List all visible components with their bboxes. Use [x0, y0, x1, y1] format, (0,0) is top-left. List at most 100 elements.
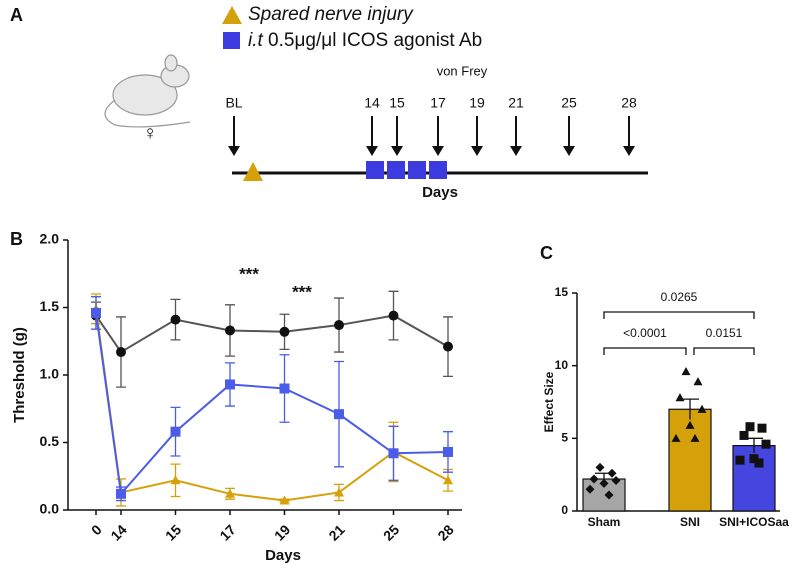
significance: ***	[292, 282, 312, 301]
x-tick-label: 14	[107, 521, 129, 543]
x-tick-label: 25	[380, 521, 402, 543]
x-tick-label: Sham	[588, 515, 621, 529]
marker	[279, 383, 290, 394]
x-tick-label: 19	[271, 521, 293, 543]
marker	[170, 426, 181, 437]
marker	[685, 420, 695, 429]
marker	[279, 326, 290, 337]
marker	[585, 484, 595, 494]
x-axis-title: Days	[265, 547, 301, 564]
marker	[671, 433, 681, 442]
y-tick-label: 1.5	[40, 298, 60, 314]
timepoint-label: 17	[430, 95, 446, 111]
measure-label: von Frey	[437, 63, 488, 78]
marker	[690, 433, 700, 442]
arrow-head	[563, 146, 575, 156]
panel-label: C	[540, 243, 553, 263]
error-bar	[681, 398, 699, 420]
marker	[675, 393, 685, 402]
legend-symbol	[222, 6, 242, 24]
timeline-axis-label: Days	[422, 184, 458, 201]
y-tick-label: 0.5	[40, 433, 60, 449]
marker	[611, 475, 621, 485]
legend-text: 0.5μg/μl ICOS agonist Ab	[263, 30, 482, 51]
sex-symbol: ♀	[143, 122, 158, 144]
arrow-head	[432, 146, 444, 156]
marker	[697, 404, 707, 413]
marker	[116, 347, 126, 358]
arrow-head	[471, 146, 483, 156]
y-tick-label: 0	[561, 503, 568, 517]
injury-marker	[243, 162, 263, 181]
legend-text: Spared nerve injury	[248, 4, 414, 25]
bracket	[603, 311, 755, 319]
marker	[693, 377, 703, 386]
marker	[443, 341, 453, 352]
x-tick-label: 15	[162, 521, 184, 543]
y-tick-label: 5	[561, 431, 568, 445]
bracket	[693, 347, 755, 355]
treatment-marker	[366, 161, 384, 179]
series-line	[95, 314, 449, 354]
timepoint-label: 19	[469, 95, 485, 111]
marker	[388, 448, 399, 459]
panel-label: B	[10, 229, 23, 249]
marker	[607, 468, 617, 478]
legend-prefix: i.t	[248, 30, 264, 51]
marker	[170, 314, 181, 325]
marker	[91, 307, 101, 318]
marker	[334, 409, 344, 420]
marker	[757, 423, 767, 433]
x-tick-label: SNI+ICOSaa	[719, 515, 789, 529]
y-tick-label: 1.0	[40, 366, 60, 382]
marker	[749, 454, 759, 464]
marker	[116, 488, 126, 499]
arrow-head	[623, 146, 635, 156]
marker	[225, 325, 235, 336]
legend-symbol	[223, 32, 240, 49]
x-tick-label: 28	[434, 521, 456, 543]
x-tick-label: SNI	[680, 515, 700, 529]
significance: ***	[239, 264, 259, 283]
marker	[735, 455, 745, 465]
treatment-marker	[408, 161, 426, 179]
treatment-marker	[387, 161, 405, 179]
marker	[589, 474, 599, 484]
marker	[604, 490, 614, 500]
timepoint-label: 28	[621, 95, 637, 111]
mouse-icon	[104, 54, 191, 128]
marker	[334, 487, 344, 497]
marker	[388, 310, 399, 321]
treatment-marker	[429, 161, 447, 179]
marker	[595, 462, 605, 472]
p-value: 0.0151	[706, 326, 743, 340]
marker	[334, 320, 344, 331]
y-tick-label: 10	[555, 358, 569, 372]
legend-text: i.t 0.5μg/μl ICOS agonist Ab	[248, 30, 482, 51]
y-tick-label: 2.0	[40, 231, 60, 247]
x-tick-label: 21	[325, 521, 347, 543]
y-axis-title: Threshold (g)	[11, 327, 28, 423]
panel-label: A	[10, 5, 23, 25]
marker	[761, 439, 771, 449]
series-line	[95, 308, 449, 502]
bracket	[603, 347, 687, 355]
p-value: <0.0001	[623, 326, 667, 340]
y-axis-title: Effect Size	[542, 371, 556, 432]
arrow-head	[510, 146, 522, 156]
arrow-head	[228, 146, 240, 156]
x-tick-label: 0	[88, 521, 105, 538]
p-value: 0.0265	[661, 290, 698, 304]
marker	[170, 475, 181, 485]
marker	[599, 478, 609, 488]
y-tick-label: 15	[555, 285, 569, 299]
marker	[443, 446, 453, 457]
marker	[745, 422, 755, 432]
timepoint-label: 25	[561, 95, 577, 111]
marker	[443, 475, 453, 485]
y-tick-label: 0.0	[40, 501, 60, 517]
marker	[754, 458, 764, 468]
arrow-head	[391, 146, 403, 156]
timepoint-label: 21	[508, 95, 524, 111]
